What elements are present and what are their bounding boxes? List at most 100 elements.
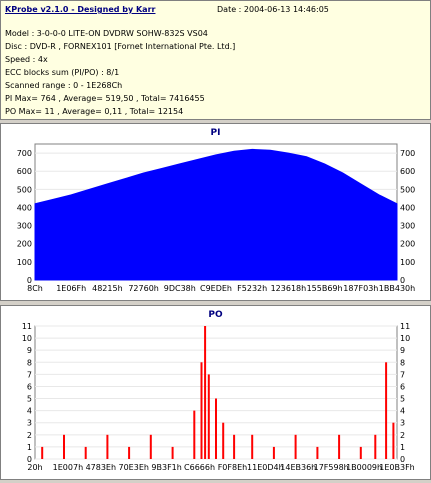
x-tick-label: 1E0B3Fh [379,463,414,472]
x-tick-label: C9EDEh [200,284,232,293]
y-tick-label-right: 8 [400,358,405,367]
po-bar [338,434,341,459]
x-tick-label: 11E0D4h [247,463,284,472]
po-bar [84,446,87,459]
y-tick-label-right: 0 [400,276,405,285]
po-bar [207,374,210,459]
y-tick-label-left: 0 [27,455,32,464]
y-tick-label-right: 1 [400,443,405,452]
pi-chart: 0 0 100 100 200 200 300 300 400 400 500 500 600 600 70… [17,143,415,293]
y-tick-label-right: 600 [400,167,415,176]
po-bar [215,398,217,459]
y-tick-label-left: 8 [27,358,32,367]
po-bar [128,446,131,459]
x-tick-label: 20h [27,463,42,472]
y-tick-label-left: 0 [27,276,32,285]
y-tick-label-right: 500 [400,185,415,194]
y-tick-label-left: 300 [17,222,32,231]
po-chart-panel: PO 0 0 1 1 2 2 3 3 4 4 5 5 6 6 7 7 8 8 9 9 10 10 11 11 20h 1E007h… [0,305,431,480]
x-tick-label: C6666h [184,463,215,472]
y-tick-label-left: 1 [27,443,32,452]
y-tick-label-left: 11 [22,322,32,331]
po-bar [222,422,225,459]
x-tick-label: 1E06Fh [56,284,86,293]
y-tick-label-right: 11 [400,322,410,331]
x-tick-label: 1BB430h [379,284,415,293]
x-tick-label: 72760h [128,284,159,293]
x-tick-label: 123618h [271,284,307,293]
y-tick-label-left: 2 [27,431,32,440]
y-tick-label-left: 4 [27,407,32,416]
y-tick-label-right: 0 [400,455,405,464]
pi-chart-title: PI [210,128,221,138]
x-tick-label: 8Ch [27,284,43,293]
y-tick-label-left: 3 [27,419,32,428]
x-tick-label: F5232h [237,284,267,293]
y-tick-label-left: 10 [22,334,32,343]
disc-line: Disc : DVD-R , FORNEX101 [Fornet Interna… [5,42,236,51]
po-bar [193,410,196,459]
pi-stats-line: PI Max= 764 , Average= 519,50 , Total= 7… [5,94,205,103]
po-bar [233,434,236,459]
model-line: Model : 3-0-0-0 LITE-ON DVDRW SOHW-832S … [5,29,208,38]
y-tick-label-left: 100 [17,258,32,267]
speed-line: Speed : 4x [5,55,48,64]
y-tick-label-right: 7 [400,370,405,379]
po-bar [392,422,395,459]
po-bar [374,434,377,459]
y-tick-label-right: 3 [400,419,405,428]
po-bar [294,434,297,459]
y-tick-label-left: 700 [17,149,32,158]
po-bar [63,434,65,459]
y-tick-label-right: 100 [400,258,415,267]
disc-info-panel: KProbe v2.1.0 - Designed by Karr Date : … [0,0,431,120]
y-tick-label-left: 6 [27,382,32,391]
x-tick-label: 17F598h [314,463,349,472]
y-tick-label-right: 4 [400,407,405,416]
x-tick-label: 70E3Eh [119,463,149,472]
po-chart-title: PO [208,310,223,320]
po-bar [316,446,319,459]
y-tick-label-right: 200 [400,240,415,249]
x-tick-label: 1B0009h [346,463,382,472]
x-tick-label: 155B69h [307,284,343,293]
x-tick-label: 1E007h [53,463,83,472]
y-tick-label-left: 5 [27,395,32,404]
po-bar [41,446,44,459]
x-tick-label: 48215h [92,284,123,293]
y-tick-label-right: 300 [400,222,415,231]
po-bar [204,326,207,459]
y-tick-label-left: 600 [17,167,32,176]
y-tick-label-right: 9 [400,346,405,355]
ecc-line: ECC blocks sum (PI/PO) : 8/1 [5,68,120,77]
app-title: KProbe v2.1.0 - Designed by Karr [5,5,156,14]
y-tick-label-right: 5 [400,395,405,404]
y-tick-label-left: 500 [17,185,32,194]
po-bar [200,362,203,459]
pi-series-area [34,148,398,281]
x-tick-label: 187F03h [343,284,378,293]
pi-chart-panel: PI 0 0 100 100 200 200 300 300 400 400 500 500 600 60… [0,123,431,301]
po-bar [359,446,362,459]
y-tick-label-right: 2 [400,431,405,440]
po-bar [149,434,152,459]
y-tick-label-left: 400 [17,203,32,212]
x-tick-label: 4783Eh [86,463,116,472]
x-tick-label: F0F8Eh [218,463,248,472]
po-bar [251,434,254,459]
po-stats-line: PO Max= 11 , Average= 0,11 , Total= 1215… [5,107,184,116]
po-bar [385,362,388,459]
y-tick-label-left: 200 [17,240,32,249]
y-tick-label-right: 400 [400,203,415,212]
po-bar [272,446,275,459]
x-tick-label: 14EB36h [280,463,316,472]
scan-date: Date : 2004-06-13 14:46:05 [217,5,329,14]
x-tick-label: 9B3F1h [151,463,181,472]
y-tick-label-right: 700 [400,149,415,158]
po-bar [171,446,174,459]
y-tick-label-left: 7 [27,370,32,379]
x-tick-label: 9DC38h [164,284,196,293]
y-tick-label-right: 6 [400,382,405,391]
